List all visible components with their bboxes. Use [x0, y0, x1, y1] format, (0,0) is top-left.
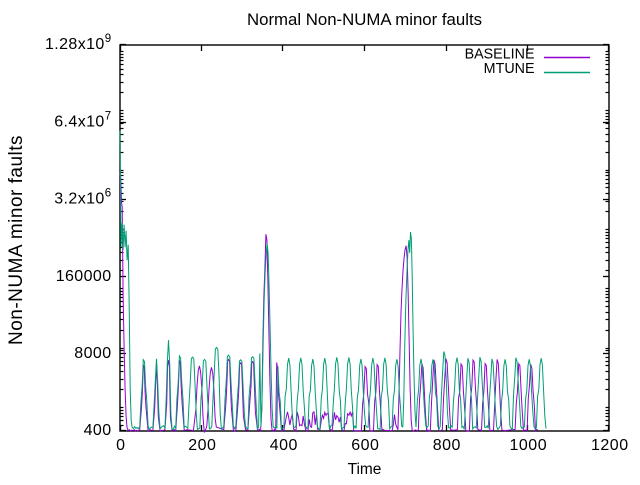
svg-text:200: 200 [188, 437, 216, 454]
svg-text:6.4x107: 6.4x107 [54, 110, 111, 130]
svg-text:Time: Time [348, 461, 382, 478]
svg-text:800: 800 [433, 437, 461, 454]
svg-text:3.2x106: 3.2x106 [54, 188, 111, 208]
svg-text:1000: 1000 [510, 437, 548, 454]
svg-text:1200: 1200 [591, 437, 629, 454]
svg-text:600: 600 [351, 437, 379, 454]
svg-text:400: 400 [84, 422, 112, 439]
svg-text:0: 0 [116, 437, 125, 454]
svg-text:8000: 8000 [74, 345, 111, 362]
svg-text:BASELINE: BASELINE [465, 47, 535, 63]
svg-text:Non-NUMA minor faults: Non-NUMA minor faults [6, 135, 27, 345]
svg-text:Normal Non-NUMA minor faults: Normal Non-NUMA minor faults [247, 10, 482, 29]
svg-text:1.28x109: 1.28x109 [45, 33, 112, 53]
svg-text:MTUNE: MTUNE [484, 61, 535, 77]
svg-text:400: 400 [270, 437, 298, 454]
svg-text:160000: 160000 [56, 268, 112, 285]
